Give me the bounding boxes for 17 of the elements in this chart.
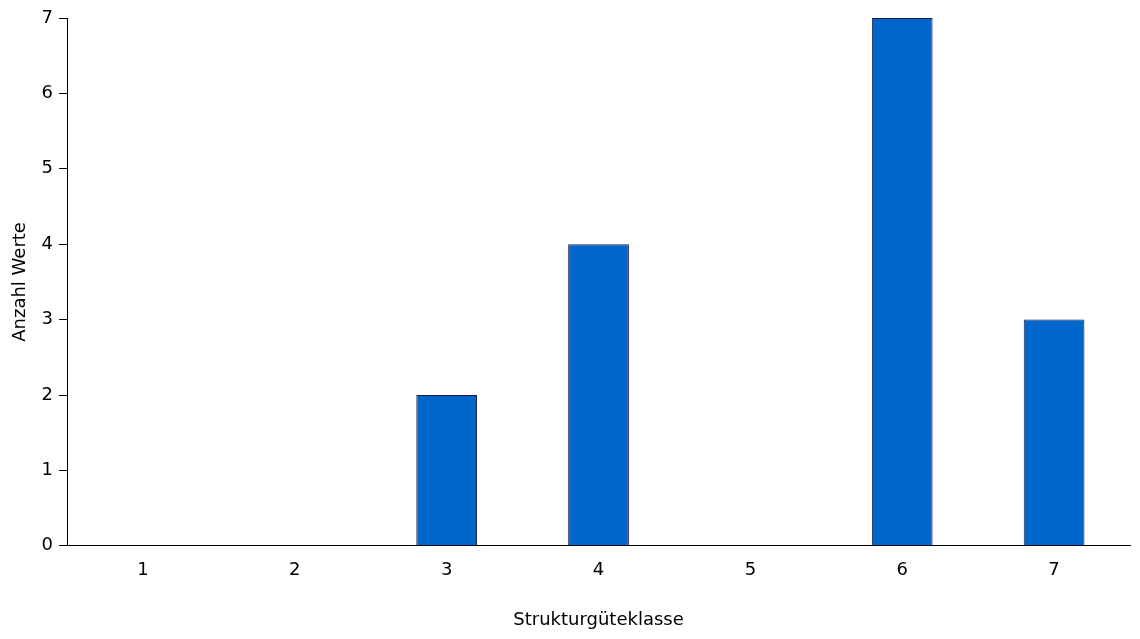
x-tick-label: 4 bbox=[592, 558, 605, 580]
x-tick-label: 2 bbox=[289, 558, 301, 580]
y-tick-label: 3 bbox=[41, 307, 54, 329]
x-tick-label: 1 bbox=[137, 558, 149, 580]
x-tick-label: 6 bbox=[896, 558, 908, 580]
y-tick-label: 4 bbox=[41, 231, 54, 253]
y-tick-label: 1 bbox=[41, 458, 54, 480]
x-tick-label: 5 bbox=[744, 558, 757, 580]
x-tick-label: 7 bbox=[1048, 558, 1060, 580]
y-tick-label: 6 bbox=[41, 81, 54, 103]
y-tick-label: 7 bbox=[41, 5, 54, 27]
y-axis-title: Anzahl Werte bbox=[8, 222, 30, 342]
y-tick-label: 0 bbox=[41, 533, 54, 555]
y-tick-label: 2 bbox=[41, 382, 54, 404]
x-axis-title: Strukturgüteklasse bbox=[513, 607, 684, 629]
x-tick-label: 3 bbox=[440, 558, 453, 580]
y-tick-label: 5 bbox=[41, 156, 54, 178]
